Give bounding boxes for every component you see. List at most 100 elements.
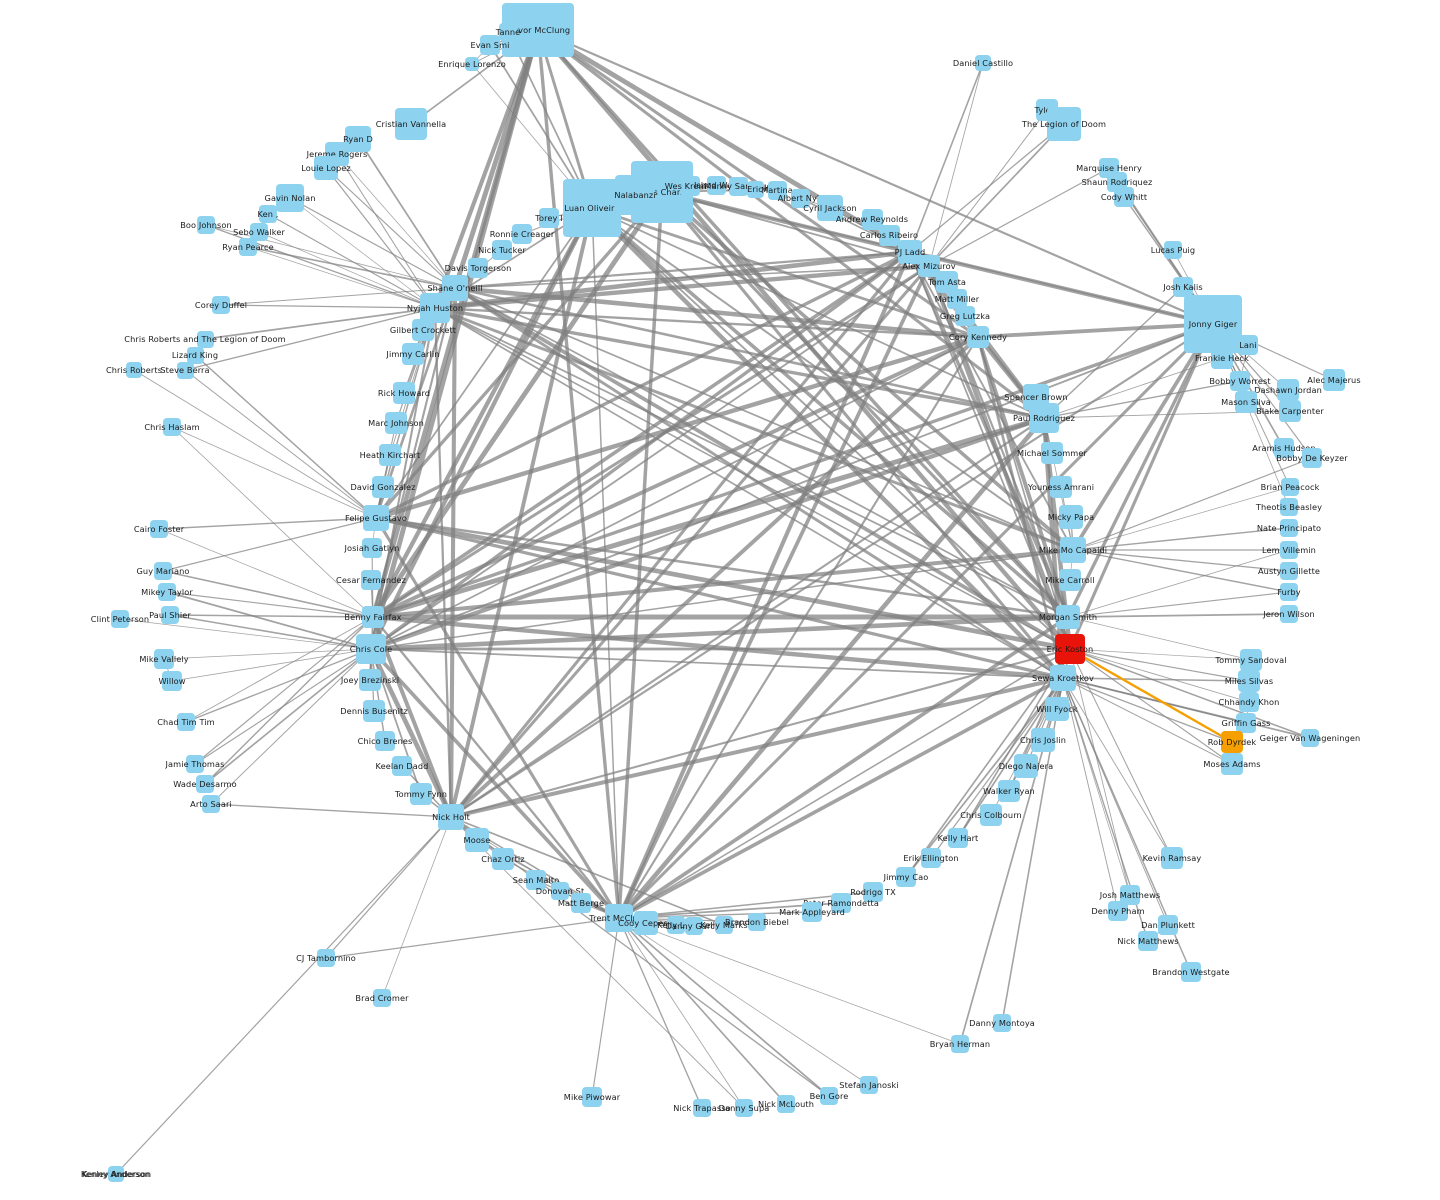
graph-node[interactable] <box>1280 583 1298 601</box>
graph-node[interactable] <box>412 319 434 341</box>
graph-node[interactable] <box>955 306 975 326</box>
graph-node[interactable] <box>363 700 385 722</box>
graph-node[interactable] <box>706 175 726 195</box>
graph-node[interactable] <box>1120 885 1140 905</box>
graph-node[interactable] <box>1221 753 1243 775</box>
graph-node[interactable] <box>715 916 733 934</box>
graph-node[interactable] <box>820 1087 838 1105</box>
graph-node[interactable] <box>1060 537 1086 563</box>
graph-node[interactable] <box>777 1095 795 1113</box>
graph-node[interactable] <box>1138 931 1158 951</box>
graph-node[interactable] <box>680 176 700 196</box>
graph-node[interactable] <box>1047 107 1081 141</box>
graph-node[interactable] <box>177 713 195 731</box>
graph-node[interactable] <box>372 476 394 498</box>
graph-node[interactable] <box>1059 569 1081 591</box>
graph-node[interactable] <box>317 949 335 967</box>
graph-node[interactable] <box>878 224 900 246</box>
graph-node[interactable] <box>1050 476 1072 498</box>
graph-node[interactable] <box>1045 697 1069 721</box>
graph-node[interactable] <box>373 989 391 1007</box>
graph-node[interactable] <box>1055 634 1085 664</box>
graph-node[interactable] <box>1059 505 1083 529</box>
graph-node[interactable] <box>802 902 822 922</box>
graph-node[interactable] <box>375 731 395 751</box>
graph-node[interactable] <box>551 882 569 900</box>
graph-node[interactable] <box>936 271 958 293</box>
graph-node[interactable] <box>1114 187 1134 207</box>
graph-node[interactable] <box>767 180 787 200</box>
graph-node[interactable] <box>393 382 415 404</box>
graph-edge-highlighted[interactable] <box>1069 647 1233 744</box>
graph-node[interactable] <box>1031 728 1055 752</box>
graph-node[interactable] <box>499 23 517 41</box>
graph-node[interactable] <box>162 671 182 691</box>
graph-node[interactable] <box>314 156 338 180</box>
graph-node[interactable] <box>1280 541 1298 559</box>
graph-node[interactable] <box>1164 241 1182 259</box>
graph-node[interactable] <box>582 1087 602 1107</box>
graph-node[interactable] <box>993 1014 1011 1032</box>
graph-node[interactable] <box>163 418 181 436</box>
graph-node[interactable] <box>345 126 371 152</box>
graph-node[interactable] <box>790 188 810 208</box>
graph-node[interactable] <box>1056 605 1080 629</box>
graph-node[interactable] <box>196 330 214 348</box>
graph-node[interactable] <box>728 176 748 196</box>
graph-node[interactable] <box>817 195 843 221</box>
graph-node[interactable] <box>1239 692 1259 712</box>
graph-node[interactable] <box>1280 562 1298 580</box>
graph-node[interactable] <box>539 208 559 228</box>
graph-node[interactable] <box>465 57 479 71</box>
graph-node[interactable] <box>861 208 883 230</box>
graph-node[interactable] <box>1240 649 1262 671</box>
graph-node[interactable] <box>395 108 427 140</box>
graph-node[interactable] <box>420 293 450 323</box>
graph-node[interactable] <box>212 296 230 314</box>
graph-node[interactable] <box>1302 448 1322 468</box>
graph-node[interactable] <box>863 882 883 902</box>
graph-node[interactable] <box>259 205 277 223</box>
graph-node[interactable] <box>176 361 194 379</box>
graph-node[interactable] <box>951 1035 969 1053</box>
graph-node[interactable] <box>362 538 382 558</box>
graph-node[interactable] <box>918 255 940 277</box>
graph-node[interactable] <box>154 562 172 580</box>
graph-node[interactable] <box>1274 438 1294 458</box>
graph-node[interactable] <box>921 848 941 868</box>
graph-node[interactable] <box>896 867 916 887</box>
graph-node[interactable] <box>1236 713 1256 733</box>
graph-node[interactable] <box>1301 729 1319 747</box>
graph-node[interactable] <box>685 917 703 935</box>
graph-node[interactable] <box>1277 379 1299 401</box>
graph-node[interactable] <box>1238 670 1260 692</box>
graph-node[interactable] <box>512 224 532 244</box>
graph-node[interactable] <box>967 326 989 348</box>
graph-node[interactable] <box>410 783 432 805</box>
graph-node[interactable] <box>1181 962 1201 982</box>
graph-node[interactable] <box>1280 519 1298 537</box>
graph-node[interactable] <box>563 179 621 237</box>
graph-node[interactable] <box>1235 391 1257 413</box>
graph-node[interactable] <box>108 1166 124 1182</box>
graph-node[interactable] <box>693 1099 711 1117</box>
graph-node[interactable] <box>1173 277 1193 297</box>
graph-node[interactable] <box>126 362 142 378</box>
graph-node[interactable] <box>250 223 268 241</box>
graph-node[interactable] <box>947 289 967 309</box>
graph-node[interactable] <box>161 606 179 624</box>
graph-node[interactable] <box>571 893 591 913</box>
graph-node[interactable] <box>1238 335 1258 355</box>
graph-node[interactable] <box>197 216 215 234</box>
graph-node[interactable] <box>748 913 766 931</box>
graph-node[interactable] <box>111 610 129 628</box>
graph-node[interactable] <box>392 756 412 776</box>
graph-node[interactable] <box>1281 478 1299 496</box>
graph-node[interactable] <box>1211 347 1233 369</box>
graph-node[interactable] <box>1280 498 1298 516</box>
graph-node[interactable] <box>1230 371 1250 391</box>
graph-node[interactable] <box>1184 295 1242 353</box>
graph-node[interactable] <box>379 444 401 466</box>
graph-node[interactable] <box>615 175 655 215</box>
